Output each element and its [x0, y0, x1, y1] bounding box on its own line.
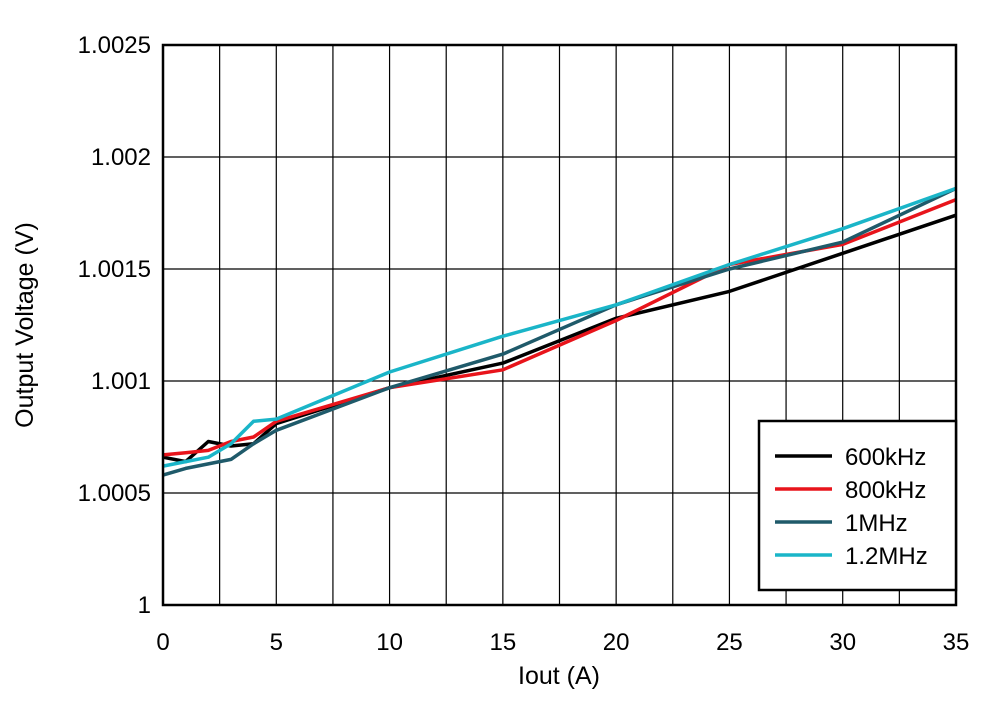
legend-label: 1MHz	[845, 510, 908, 537]
y-axis-title: Output Voltage (V)	[11, 222, 39, 428]
y-tick-label: 1.0025	[78, 32, 151, 59]
y-tick-label: 1.001	[91, 368, 151, 395]
x-tick-label: 35	[943, 629, 970, 656]
legend: 600kHz 800kHz 1MHz 1.2MHz	[757, 419, 958, 592]
legend-label: 600kHz	[845, 444, 926, 471]
x-tick-label: 15	[490, 629, 517, 656]
plot-area-border	[161, 43, 958, 607]
x-tick-label: 5	[270, 629, 283, 656]
x-tick-label: 20	[603, 629, 630, 656]
legend-label: 1.2MHz	[845, 543, 928, 570]
x-tick-label: 0	[156, 629, 169, 656]
series-line-800khz	[162, 197, 957, 457]
legend-box	[757, 419, 958, 592]
y-tick-label: 1.002	[91, 144, 151, 171]
y-tick-labels: 1 1.0005 1.001 1.0015 1.002 1.0025	[78, 32, 151, 619]
x-tick-label: 25	[716, 629, 743, 656]
series-line-1mhz	[162, 186, 957, 477]
x-tick-label: 30	[829, 629, 856, 656]
x-tick-label: 10	[376, 629, 403, 656]
y-tick-label: 1	[138, 592, 151, 619]
y-tick-label: 1.0005	[78, 480, 151, 507]
y-tick-label: 1.0015	[78, 256, 151, 283]
x-axis-title: Iout (A)	[518, 662, 600, 690]
legend-label: 800kHz	[845, 477, 926, 504]
series-line-1-2mhz	[162, 186, 957, 468]
series-lines	[162, 186, 957, 477]
x-tick-labels: 0 5 10 15 20 25 30 35	[156, 629, 969, 656]
